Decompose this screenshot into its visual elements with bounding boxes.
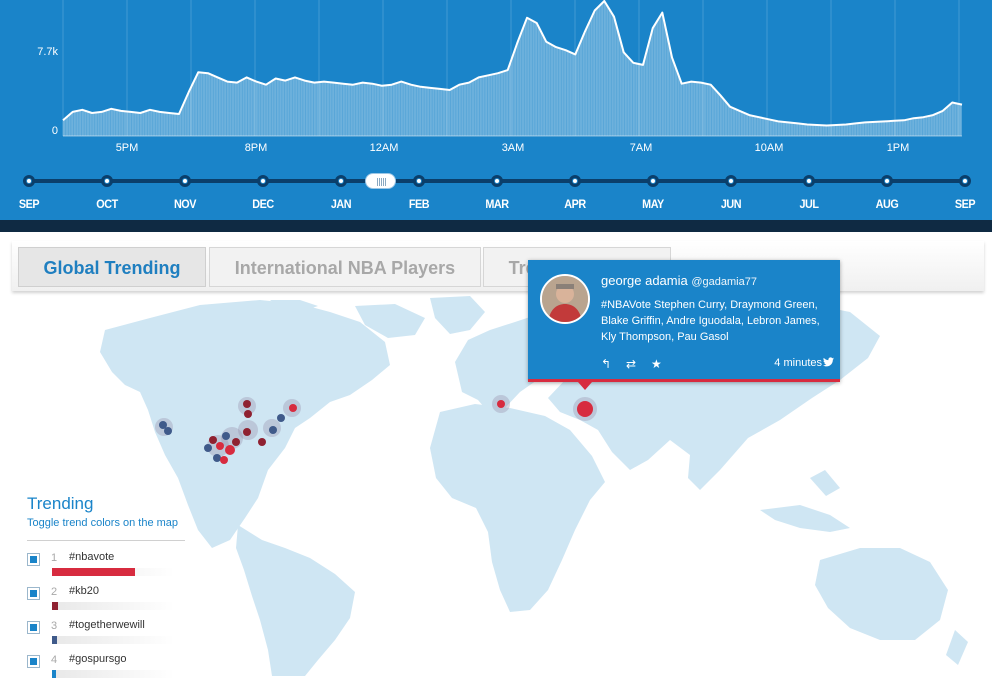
tweet-popup-underline bbox=[528, 379, 840, 382]
trend-bar-track bbox=[52, 670, 174, 678]
trend-hashtag[interactable]: #togetherwewill bbox=[69, 619, 145, 631]
trend-item: 4 #gospursgo bbox=[27, 653, 187, 686]
trend-toggle-checkbox[interactable] bbox=[27, 553, 40, 566]
trending-divider bbox=[27, 540, 185, 541]
chart-series-line bbox=[62, 0, 963, 127]
trend-bar-track bbox=[52, 636, 174, 644]
month-marker[interactable] bbox=[959, 175, 971, 187]
trend-rank: 2 bbox=[51, 586, 58, 598]
month-marker[interactable] bbox=[179, 175, 191, 187]
month-marker[interactable] bbox=[101, 175, 113, 187]
x-tick-label: 12AM bbox=[369, 142, 399, 154]
trend-bar bbox=[52, 636, 57, 644]
trend-item: 2 #kb20 bbox=[27, 585, 187, 618]
trend-hashtag[interactable]: #kb20 bbox=[69, 585, 99, 597]
tweet-volume-chart bbox=[62, 0, 963, 137]
trend-bar bbox=[52, 602, 58, 610]
month-marker[interactable] bbox=[23, 175, 35, 187]
x-tick-label: 5PM bbox=[115, 142, 139, 154]
retweet-icon[interactable]: ⇄ bbox=[626, 357, 637, 371]
trend-bar bbox=[52, 670, 56, 678]
star-icon[interactable]: ★ bbox=[651, 357, 662, 371]
month-marker[interactable] bbox=[491, 175, 503, 187]
x-tick-label: 1PM bbox=[886, 142, 910, 154]
trend-toggle-checkbox[interactable] bbox=[27, 621, 40, 634]
month-label[interactable]: MAR bbox=[485, 197, 509, 211]
north-america bbox=[100, 300, 390, 548]
avatar[interactable] bbox=[540, 274, 590, 324]
x-tick-label: 7AM bbox=[629, 142, 653, 154]
twitter-bird-icon bbox=[823, 357, 834, 370]
month-label[interactable]: NOV bbox=[173, 197, 197, 211]
month-label[interactable]: JUL bbox=[799, 197, 819, 211]
trend-toggle-checkbox[interactable] bbox=[27, 587, 40, 600]
month-marker[interactable] bbox=[725, 175, 737, 187]
month-marker[interactable] bbox=[881, 175, 893, 187]
month-marker[interactable] bbox=[335, 175, 347, 187]
month-marker[interactable] bbox=[647, 175, 659, 187]
timeline-slider-handle[interactable] bbox=[365, 173, 396, 189]
month-marker[interactable] bbox=[257, 175, 269, 187]
month-marker[interactable] bbox=[569, 175, 581, 187]
tweet-timestamp[interactable]: 4 minutes bbox=[774, 357, 822, 369]
timeline-panel: 7.7k 0 5PM 8PM 12AM 3AM 7AM 10AM 1PM SEP… bbox=[0, 0, 992, 220]
chart-area-fill bbox=[63, 1, 962, 136]
trend-toggle-checkbox[interactable] bbox=[27, 655, 40, 668]
hotspot-cluster-usa[interactable] bbox=[204, 397, 301, 464]
trend-hashtag[interactable]: #gospursgo bbox=[69, 653, 127, 665]
month-marker[interactable] bbox=[413, 175, 425, 187]
x-tick-label: 8PM bbox=[244, 142, 268, 154]
month-label[interactable]: SEP bbox=[954, 197, 976, 211]
month-marker[interactable] bbox=[803, 175, 815, 187]
trend-item: 3 #togetherwewill bbox=[27, 619, 187, 652]
tweet-author-name[interactable]: george adamia bbox=[601, 273, 688, 288]
trend-hashtag[interactable]: #nbavote bbox=[69, 551, 115, 563]
month-label[interactable]: APR bbox=[564, 197, 586, 211]
trend-bar bbox=[52, 568, 135, 576]
y-tick-label: 7.7k bbox=[37, 46, 58, 58]
month-label[interactable]: MAY bbox=[642, 197, 664, 211]
trending-subtitle: Toggle trend colors on the map bbox=[27, 517, 179, 529]
trend-bar-track bbox=[52, 602, 174, 610]
month-label[interactable]: OCT bbox=[96, 197, 118, 211]
month-label[interactable]: AUG bbox=[875, 197, 899, 211]
trend-item: 1 #nbavote bbox=[27, 551, 187, 584]
hotspot-italy[interactable] bbox=[492, 395, 510, 413]
tab-global-trending[interactable]: Global Trending bbox=[18, 247, 206, 287]
month-label[interactable]: DEC bbox=[252, 197, 274, 211]
tweet-popup[interactable]: george adamia @gadamia77 #NBAVote Stephe… bbox=[528, 260, 840, 390]
x-tick-label: 10AM bbox=[754, 142, 784, 154]
tweet-author[interactable]: george adamia @gadamia77 bbox=[601, 273, 757, 288]
month-label[interactable]: JAN bbox=[330, 197, 352, 211]
month-label[interactable]: SEP bbox=[18, 197, 40, 211]
tab-international-nba-players[interactable]: International NBA Players bbox=[209, 247, 481, 287]
hotspot-cluster-west-coast[interactable] bbox=[155, 418, 173, 436]
tweet-text: #NBAVote Stephen Curry, Draymond Green, … bbox=[601, 299, 820, 343]
month-label[interactable]: FEB bbox=[408, 197, 430, 211]
south-america bbox=[236, 525, 355, 676]
trend-rank: 4 bbox=[51, 654, 58, 666]
hotspot-georgia[interactable] bbox=[573, 397, 597, 421]
australia bbox=[815, 548, 948, 640]
trend-rank: 3 bbox=[51, 620, 58, 632]
header-divider bbox=[0, 220, 992, 232]
africa bbox=[430, 404, 605, 612]
trend-rank: 1 bbox=[51, 552, 58, 564]
month-label[interactable]: JUN bbox=[720, 197, 742, 211]
tweet-author-handle[interactable]: @gadamia77 bbox=[691, 276, 757, 288]
y-tick-label: 0 bbox=[51, 125, 58, 137]
trending-title: Trending bbox=[27, 494, 94, 513]
x-tick-label: 3AM bbox=[501, 142, 525, 154]
reply-icon[interactable]: ↰ bbox=[601, 357, 612, 371]
world-map[interactable] bbox=[0, 292, 992, 676]
